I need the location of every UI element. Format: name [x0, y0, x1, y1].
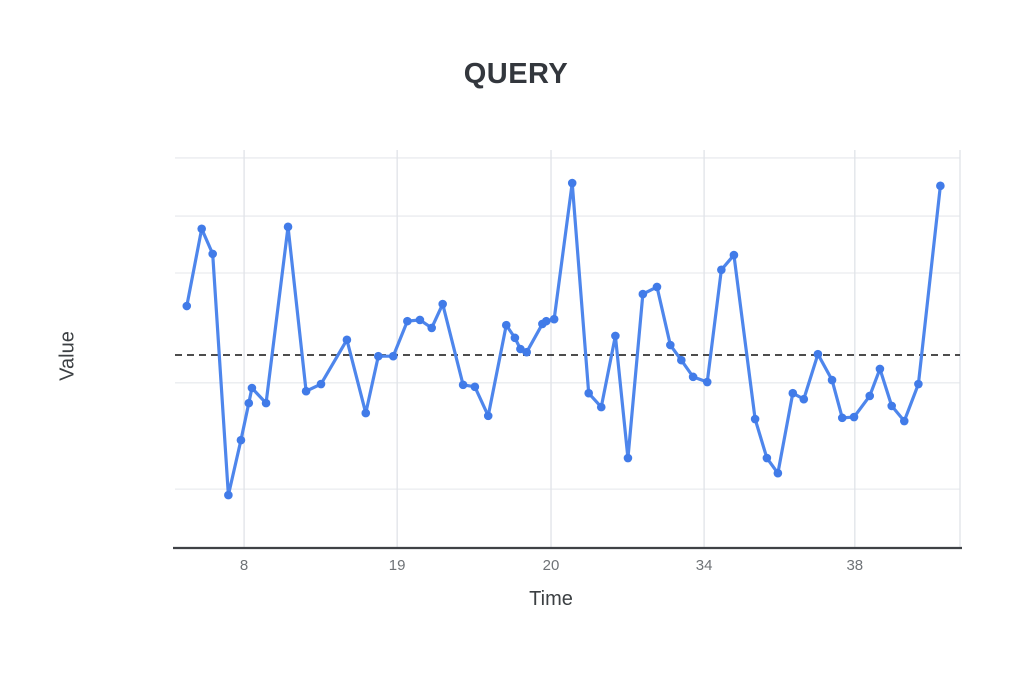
data-point: [247, 383, 257, 393]
data-point: [197, 224, 206, 234]
data-point: [729, 250, 739, 260]
data-point: [799, 394, 809, 404]
data-point: [750, 414, 760, 424]
data-point: [244, 398, 254, 408]
data-point: [388, 351, 398, 361]
data-points: [182, 178, 945, 500]
x-tick-label: 19: [389, 557, 406, 574]
x-tick-labels: 8 19 20 34 38: [240, 557, 863, 574]
data-point: [224, 490, 233, 500]
data-point: [638, 289, 648, 299]
data-point: [914, 379, 923, 389]
data-point: [316, 379, 326, 389]
data-point: [415, 315, 425, 325]
data-point: [652, 282, 662, 292]
data-point: [374, 351, 383, 361]
data-point: [666, 340, 675, 350]
data-point: [827, 375, 837, 385]
data-point: [936, 181, 945, 191]
data-point: [837, 413, 847, 423]
data-point: [283, 222, 293, 232]
data-point: [458, 380, 468, 390]
data-point: [182, 301, 192, 311]
data-point: [522, 347, 531, 357]
data-point: [301, 386, 311, 396]
data-point: [596, 402, 606, 412]
data-point: [899, 416, 909, 426]
data-point: [483, 411, 493, 421]
chart-title: QUERY: [463, 58, 569, 90]
data-point: [542, 316, 551, 326]
data-line: [185, 181, 942, 497]
data-point: [773, 468, 783, 478]
data-point: [236, 435, 246, 445]
x-tick-label: 8: [240, 557, 248, 574]
data-point: [677, 355, 686, 365]
data-point: [501, 320, 511, 330]
data-point: [688, 372, 698, 382]
data-point: [702, 377, 712, 387]
data-point: [875, 364, 885, 374]
data-point: [403, 316, 412, 326]
data-point: [762, 453, 772, 463]
data-point: [788, 388, 798, 398]
data-point: [427, 323, 436, 333]
data-point: [611, 331, 620, 341]
data-point: [470, 382, 480, 392]
data-point: [361, 408, 371, 418]
data-point: [342, 335, 352, 345]
x-tick-label: 34: [696, 557, 713, 574]
data-point: [623, 453, 633, 463]
data-point: [208, 249, 217, 259]
x-axis-label: Time: [529, 588, 573, 610]
x-tick-label: 38: [846, 557, 863, 574]
data-point: [261, 398, 271, 408]
x-tick-label: 20: [543, 557, 560, 574]
data-point: [717, 265, 726, 275]
data-point: [865, 391, 875, 401]
data-point: [510, 333, 520, 343]
data-point: [813, 349, 823, 359]
data-point: [887, 401, 897, 411]
data-point: [584, 388, 593, 398]
data-point: [549, 314, 559, 324]
data-point: [438, 299, 447, 309]
data-point: [849, 412, 859, 422]
data-point: [567, 178, 577, 188]
